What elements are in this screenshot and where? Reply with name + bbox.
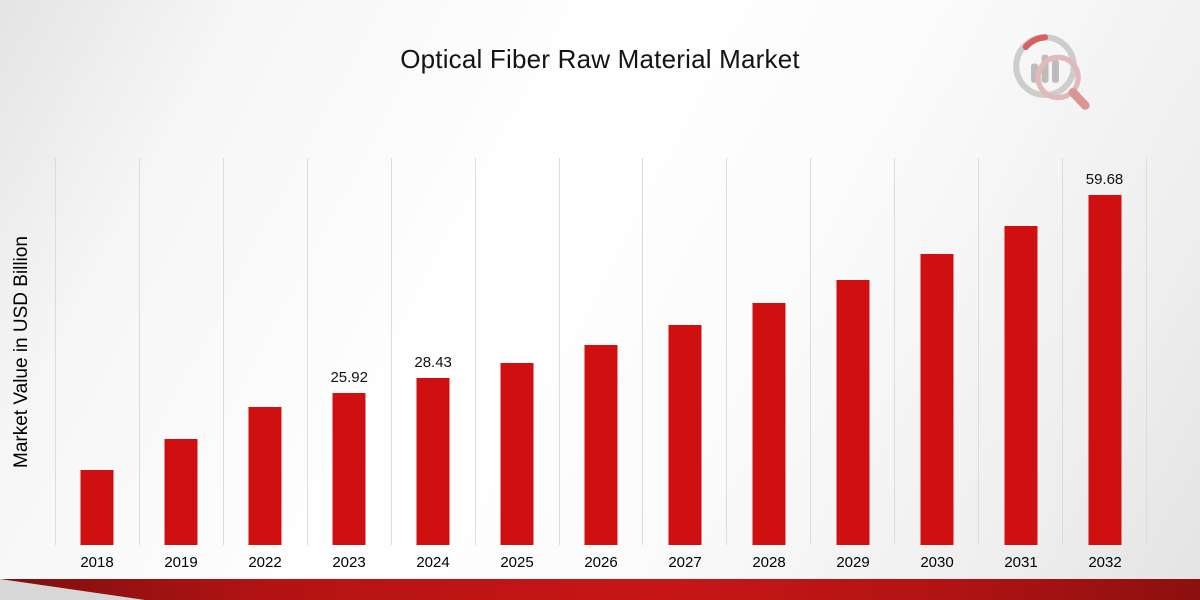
- x-tick-2032: 2032: [1088, 554, 1122, 571]
- bar-2025: [500, 363, 534, 545]
- chart-title: Optical Fiber Raw Material Market: [400, 44, 800, 74]
- x-tick-2022: 2022: [248, 554, 282, 571]
- bar-2019: [164, 439, 198, 545]
- plot-column-2027: [642, 158, 726, 545]
- x-axis: 2018 2019 2022 2023 2024 2025 2026 2027 2028 2029…: [55, 548, 1147, 576]
- bar-2032: [1088, 195, 1122, 545]
- bar-2029: [836, 280, 870, 545]
- bar-2022: [248, 407, 282, 545]
- bar-2028: [752, 303, 786, 545]
- plot-column-2029: [810, 158, 894, 545]
- data-label-2023: 25.92: [330, 369, 368, 386]
- bar-2023: [332, 393, 366, 545]
- plot-column-2026: [558, 158, 643, 545]
- x-tick-2019: 2019: [164, 554, 198, 571]
- bar-2018: [80, 470, 114, 545]
- x-tick-2023: 2023: [332, 554, 366, 571]
- bar-2031: [1004, 226, 1038, 545]
- bar-2026: [584, 345, 618, 545]
- bottom-banner: [0, 579, 1200, 600]
- x-tick-2024: 2024: [416, 554, 450, 571]
- plot-column-2028: [726, 158, 810, 545]
- x-tick-2028: 2028: [752, 554, 786, 571]
- x-tick-2026: 2026: [584, 554, 618, 571]
- market-research-logo: [1004, 26, 1100, 127]
- bar-2030: [920, 254, 954, 545]
- plot-column-2019: [138, 158, 223, 545]
- x-tick-2018: 2018: [80, 554, 114, 571]
- data-label-2032: 59.68: [1085, 171, 1124, 188]
- x-tick-2027: 2027: [668, 554, 702, 571]
- plot-column-2023: 25.92: [306, 158, 391, 545]
- y-axis-label: Market Value in USD Billion: [11, 236, 32, 468]
- plot-area: 25.92 28.43 59.68: [55, 158, 1147, 545]
- bar-2024: [416, 378, 450, 545]
- plot-column-2031: [978, 158, 1062, 545]
- plot-column-2024: 28.43: [390, 158, 475, 545]
- plot-column-2018: [55, 158, 139, 545]
- banner-corner-shape: [0, 579, 145, 600]
- logo-graphic: [1013, 34, 1090, 110]
- plot-column-2022: [222, 158, 307, 545]
- x-tick-2030: 2030: [920, 554, 954, 571]
- x-tick-2029: 2029: [836, 554, 870, 571]
- plot-column-2025: [474, 158, 559, 545]
- x-tick-2025: 2025: [500, 554, 534, 571]
- data-label-2024: 28.43: [414, 354, 452, 371]
- plot-column-2030: [894, 158, 978, 545]
- plot-column-2032: 59.68: [1062, 158, 1147, 545]
- x-tick-2031: 2031: [1004, 554, 1038, 571]
- bar-2027: [668, 325, 702, 545]
